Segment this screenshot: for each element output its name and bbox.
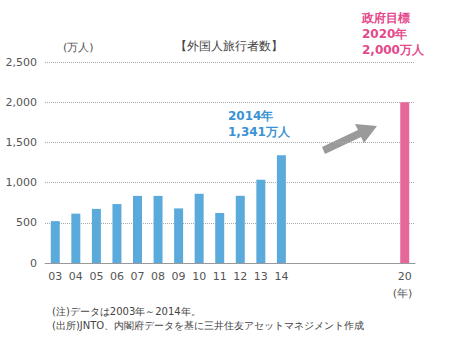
- svg-text:(出所)JNTO、内閣府データを基に三井住友アセットマネジメ: (出所)JNTO、内閣府データを基に三井住友アセットマネジメント作成: [52, 320, 364, 331]
- svg-text:03: 03: [48, 270, 62, 283]
- svg-text:09: 09: [172, 270, 186, 283]
- svg-text:20: 20: [398, 270, 412, 283]
- svg-text:06: 06: [110, 270, 124, 283]
- svg-text:13: 13: [254, 270, 268, 283]
- svg-text:11: 11: [213, 270, 227, 283]
- svg-text:(年): (年): [393, 287, 413, 300]
- svg-text:2014年: 2014年: [228, 109, 273, 123]
- svg-text:2,000万人: 2,000万人: [362, 43, 425, 57]
- svg-text:05: 05: [89, 270, 103, 283]
- svg-text:500: 500: [16, 216, 37, 229]
- svg-text:1,500: 1,500: [6, 136, 38, 149]
- svg-text:10: 10: [192, 270, 206, 283]
- svg-text:政府目標: 政府目標: [361, 11, 410, 25]
- svg-text:2,500: 2,500: [6, 56, 38, 69]
- svg-text:(万人): (万人): [63, 41, 94, 54]
- svg-text:1,000: 1,000: [6, 176, 38, 189]
- svg-text:14: 14: [274, 270, 288, 283]
- svg-text:1,341万人: 1,341万人: [228, 125, 291, 139]
- svg-text:07: 07: [131, 270, 145, 283]
- svg-text:12: 12: [233, 270, 247, 283]
- svg-text:【外国人旅行者数】: 【外国人旅行者数】: [175, 39, 283, 53]
- svg-text:0: 0: [30, 257, 37, 270]
- svg-text:08: 08: [151, 270, 165, 283]
- svg-text:(注)データは2003年～2014年。: (注)データは2003年～2014年。: [52, 306, 201, 317]
- svg-text:2,000: 2,000: [6, 96, 38, 109]
- svg-text:04: 04: [69, 270, 83, 283]
- svg-text:2020年: 2020年: [362, 27, 407, 41]
